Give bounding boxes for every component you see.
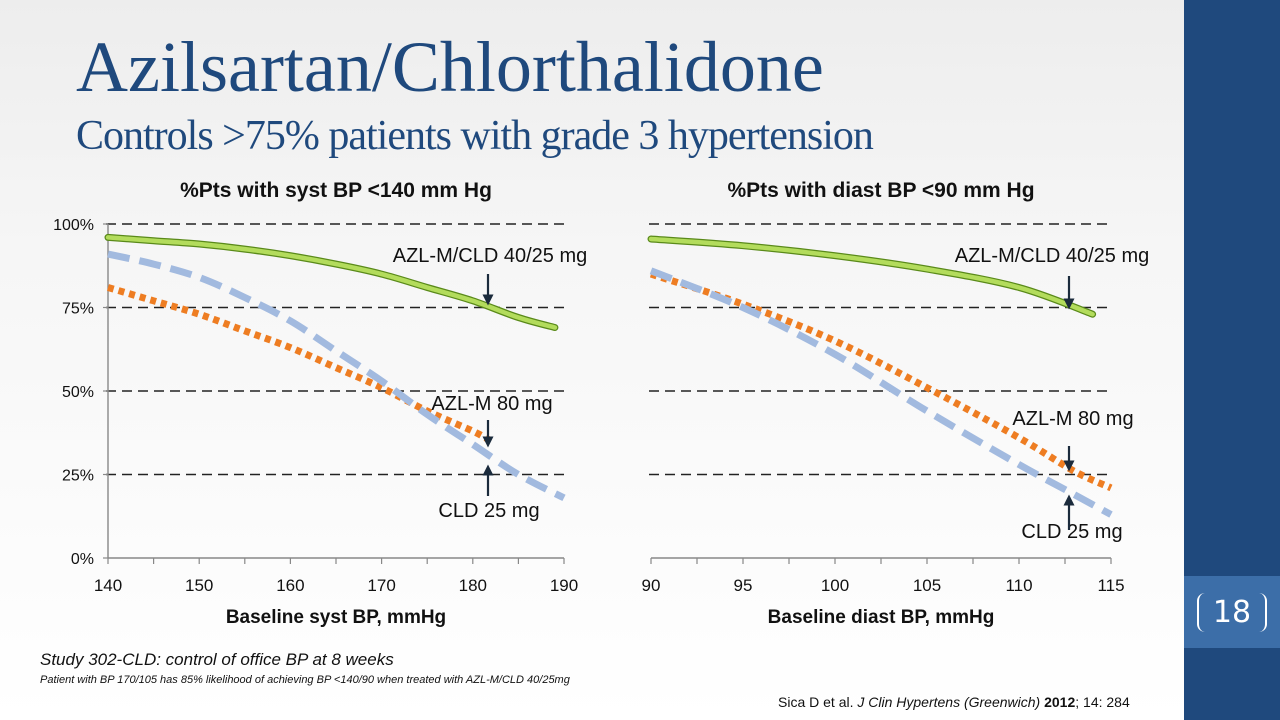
x-axis-label: Baseline diast BP, mmHg [768,607,995,628]
y-tick-label: 25% [62,468,94,485]
slide-subtitle: Controls >75% patients with grade 3 hype… [76,113,874,159]
x-tick-label: 180 [459,576,487,595]
x-tick-label: 95 [734,576,753,595]
citation-rest: ; 14: 284 [1075,694,1130,710]
page-number: 18 [1196,592,1268,632]
x-tick-label: 115 [1097,576,1124,595]
series-line-azl-cld [105,235,558,330]
y-tick-label: 0% [71,551,94,568]
x-tick-label: 190 [550,576,578,595]
page-number-box[interactable]: 18 [1184,576,1280,648]
citation-journal: J Clin Hypertens (Greenwich) [857,694,1041,710]
annotation-label: CLD 25 mg [1021,521,1122,543]
annotation-label: AZL-M 80 mg [431,393,552,415]
citation-authors: Sica D et al. [778,694,854,710]
footnote: Patient with BP 170/105 has 85% likeliho… [40,674,570,686]
x-tick-label: 105 [913,576,941,595]
series-line-azl-cld [648,236,1095,317]
annotation-label: AZL-M 80 mg [1012,408,1133,430]
citation: Sica D et al. J Clin Hypertens (Greenwic… [778,694,1130,710]
series-line-cld [649,267,1113,518]
chart-title: %Pts with diast BP <90 mm Hg [727,179,1034,202]
charts-canvas: %Pts with syst BP <140 mm Hg 0% 25% 50% 75% 1… [53,179,1150,628]
x-axis-label: Baseline syst BP, mmHg [226,607,446,628]
slide-background [0,0,1184,720]
x-tick-label: 90 [642,576,661,595]
chart-title: %Pts with syst BP <140 mm Hg [180,179,492,202]
y-tick-label: 75% [62,301,94,318]
slide-title: Azilsartan/Chlorthalidone [76,27,824,107]
study-note: Study 302-CLD: control of office BP at 8… [40,650,394,669]
x-tick-label: 160 [276,576,304,595]
x-tick-label: 150 [185,576,213,595]
citation-year: 2012 [1044,694,1076,710]
x-tick-label: 110 [1005,576,1032,595]
y-tick-label: 100% [53,217,94,234]
y-tick-label: 50% [62,384,94,401]
x-tick-label: 170 [367,576,395,595]
series-line-cld [107,250,566,502]
annotation-label: AZL-M/CLD 40/25 mg [393,245,588,267]
annotation-label: AZL-M/CLD 40/25 mg [955,245,1150,267]
series-line-azl-m [649,270,1113,492]
annotation-label: CLD 25 mg [438,500,539,522]
x-tick-label: 100 [821,576,849,595]
series-line-azl-m [107,284,493,445]
x-tick-label: 140 [94,576,122,595]
